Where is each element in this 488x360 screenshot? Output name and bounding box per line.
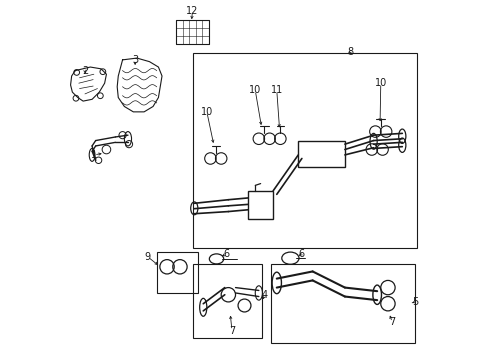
Bar xyxy=(271,264,414,343)
Text: 10: 10 xyxy=(248,85,261,95)
Text: 6: 6 xyxy=(298,249,305,259)
Bar xyxy=(176,21,208,44)
Bar xyxy=(192,264,262,338)
Text: 8: 8 xyxy=(346,46,353,57)
Text: 10: 10 xyxy=(374,78,386,88)
Text: 6: 6 xyxy=(223,249,229,259)
Text: 7: 7 xyxy=(388,318,395,327)
Text: 4: 4 xyxy=(262,290,267,300)
Text: 9: 9 xyxy=(144,252,150,262)
Text: 5: 5 xyxy=(411,297,417,307)
Bar xyxy=(156,252,198,293)
Text: 10: 10 xyxy=(200,107,213,117)
Text: 12: 12 xyxy=(186,6,198,16)
Bar xyxy=(192,53,416,248)
Text: 2: 2 xyxy=(81,66,88,76)
Bar xyxy=(298,140,344,167)
Text: 7: 7 xyxy=(228,325,235,336)
Text: 11: 11 xyxy=(270,85,283,95)
Bar xyxy=(247,191,273,220)
Text: 1: 1 xyxy=(91,150,97,160)
Text: 3: 3 xyxy=(132,55,138,65)
